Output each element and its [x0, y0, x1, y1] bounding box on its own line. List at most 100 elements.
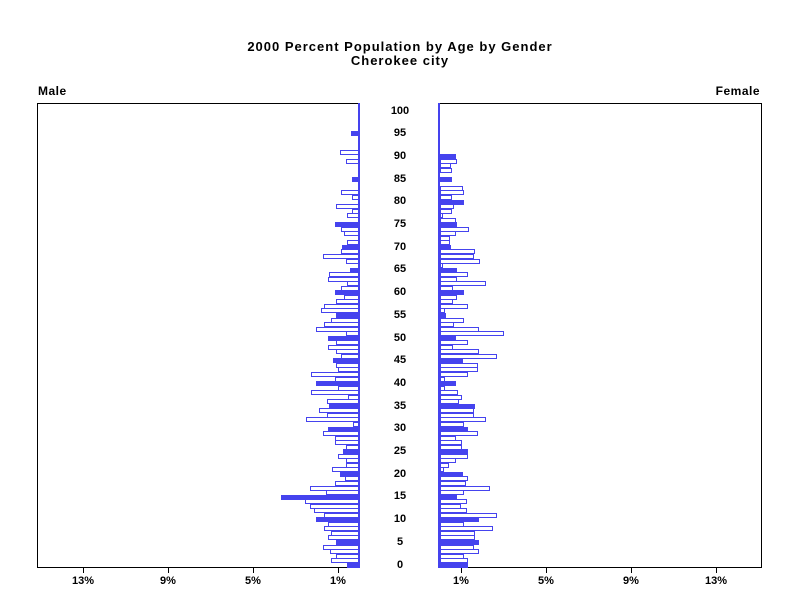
female-pct-tick-label-5: 5%: [538, 575, 554, 587]
male-bar-age-59: [344, 294, 359, 300]
male-bar-age-51: [346, 331, 359, 337]
female-bar-age-49: [440, 340, 468, 346]
female-bar-age-34: [440, 408, 474, 414]
female-bar-age-60: [440, 290, 464, 296]
male-bar-age-12: [314, 508, 359, 514]
male-bar-age-81: [352, 194, 359, 200]
age-tick-label-25: 25: [393, 445, 407, 457]
male-bar-age-77: [347, 213, 359, 219]
female-bar-age-41: [440, 376, 445, 382]
female-bar-age-7: [440, 530, 475, 536]
female-bar-age-2: [440, 553, 464, 559]
male-bar-age-63: [328, 276, 359, 282]
male-axis-label: Male: [38, 84, 67, 98]
male-bar-age-46: [341, 353, 359, 359]
female-bar-age-21: [440, 467, 444, 473]
age-tick-label-40: 40: [393, 376, 407, 389]
male-bar-age-25: [343, 449, 359, 455]
female-bar-age-42: [440, 372, 468, 378]
female-bar-age-58: [440, 299, 453, 305]
age-tick-label-75: 75: [393, 218, 407, 230]
chart-title: 2000 Percent Population by Age by Gender…: [0, 40, 800, 68]
female-pct-tick-label-13: 13%: [704, 575, 728, 587]
male-bar-age-48: [328, 344, 359, 350]
female-bar-age-72: [440, 235, 450, 241]
age-tick-label-30: 30: [393, 422, 407, 435]
male-bar-age-45: [333, 358, 359, 364]
male-bar-age-58: [336, 299, 359, 305]
female-bar-age-62: [440, 281, 486, 287]
female-bar-age-23: [440, 458, 456, 464]
female-bar-age-1: [440, 558, 468, 564]
female-bar-age-36: [440, 399, 459, 405]
female-bar-age-19: [440, 476, 468, 482]
female-axis-label: Female: [715, 84, 760, 98]
female-bar-age-5: [440, 540, 479, 545]
female-bar-age-83: [440, 185, 463, 191]
age-tick-label-10: 10: [393, 513, 407, 526]
age-tick-label-15: 15: [393, 490, 407, 503]
female-bar-age-74: [440, 226, 469, 232]
male-bar-age-23: [346, 458, 359, 464]
male-bar-age-54: [331, 317, 359, 323]
male-pct-tick-13: [83, 568, 84, 573]
male-bar-age-31: [353, 421, 359, 427]
female-bar-age-4: [440, 544, 474, 550]
male-bar-age-37: [348, 394, 359, 400]
female-bar-age-50: [440, 335, 456, 341]
female-pct-tick-label-1: 1%: [453, 575, 469, 587]
female-bar-age-51: [440, 331, 504, 337]
male-bar-age-0: [347, 562, 359, 568]
male-pct-tick-label-1: 1%: [330, 575, 346, 587]
male-bar-age-69: [341, 249, 359, 255]
female-bar-age-65: [440, 267, 457, 273]
male-bar-age-40: [316, 381, 359, 387]
female-bar-age-11: [440, 512, 497, 518]
male-bar-age-15: [281, 494, 359, 500]
female-bar-age-55: [440, 313, 446, 318]
age-tick-label-60: 60: [393, 286, 407, 299]
male-bar-age-7: [331, 530, 359, 536]
female-bar-age-46: [440, 353, 497, 359]
male-bar-age-8: [324, 526, 359, 532]
female-bar-age-87: [440, 167, 452, 173]
male-bar-age-20: [340, 471, 359, 477]
male-panel-frame: [37, 103, 360, 568]
male-bar-age-2: [336, 553, 359, 559]
female-bar-age-32: [440, 417, 486, 423]
male-bar-age-55: [336, 313, 359, 318]
female-bar-age-66: [440, 263, 443, 269]
male-bar-age-64: [329, 272, 359, 278]
male-pct-tick-5: [253, 568, 254, 573]
female-bar-age-81: [440, 194, 452, 200]
female-bar-age-40: [440, 381, 456, 387]
female-bar-age-16: [440, 490, 464, 496]
female-bar-age-45: [440, 358, 463, 364]
female-bar-age-31: [440, 421, 464, 427]
male-bar-age-14: [305, 499, 359, 505]
male-pct-tick-label-5: 5%: [245, 575, 261, 587]
female-bar-age-12: [440, 508, 467, 514]
male-bar-age-28: [335, 435, 359, 441]
female-bar-age-89: [440, 158, 457, 164]
female-bar-age-17: [440, 485, 490, 491]
male-bar-age-34: [319, 408, 359, 414]
female-bar-age-38: [440, 390, 458, 396]
female-bar-age-73: [440, 231, 456, 237]
female-bar-age-53: [440, 322, 454, 328]
chart-title-line2: Cherokee city: [350, 53, 450, 68]
male-bar-age-32: [306, 417, 359, 423]
male-bar-age-71: [347, 240, 359, 246]
female-bar-age-52: [440, 326, 479, 332]
male-bar-age-91: [340, 149, 359, 155]
male-bar-age-35: [329, 403, 359, 409]
female-bar-age-35: [440, 403, 475, 409]
female-bar-age-10: [440, 517, 479, 523]
female-bar-age-22: [440, 462, 449, 468]
female-bar-age-68: [440, 253, 474, 259]
female-bar-age-67: [440, 258, 480, 264]
male-bar-age-68: [323, 253, 359, 259]
female-bar-age-63: [440, 276, 457, 282]
male-bar-age-42: [311, 372, 359, 378]
